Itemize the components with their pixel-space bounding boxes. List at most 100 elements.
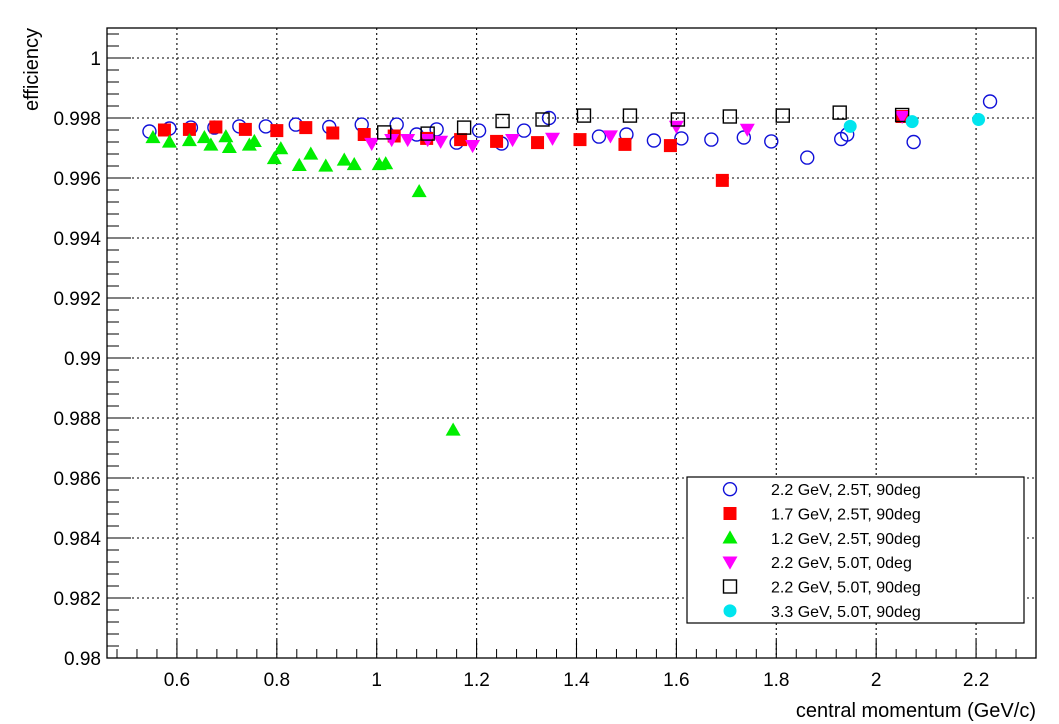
legend-label: 2.2 GeV, 5.0T, 90deg [771, 580, 921, 597]
y-tick-label: 0.996 [53, 169, 101, 190]
data-point [674, 131, 689, 146]
y-tick-label: 0.992 [53, 289, 101, 310]
data-point [303, 146, 319, 160]
data-point [704, 132, 719, 147]
data-point [739, 123, 755, 137]
x-tick-label: 1.6 [663, 670, 689, 691]
data-point [465, 139, 481, 154]
data-point [668, 120, 684, 134]
data-point [516, 123, 532, 138]
y-tick-label: 0.994 [53, 229, 101, 250]
data-point [384, 133, 400, 148]
x-tick-label: 0.8 [264, 670, 290, 691]
data-point [505, 133, 521, 148]
y-tick-label: 0.98 [64, 649, 101, 670]
data-point [663, 139, 677, 153]
data-point [378, 156, 394, 170]
x-tick-label: 2.2 [963, 670, 989, 691]
series-5 [377, 105, 910, 141]
data-point [181, 133, 197, 147]
legend: 2.2 GeV, 2.5T, 90deg 1.7 GeV, 2.5T, 90deg… [686, 476, 1025, 624]
x-tick-labels: 0.6 0.8 1 1.2 1.4 1.6 1.8 2 2.2 [164, 670, 990, 691]
data-point [602, 130, 618, 144]
data-point [972, 113, 986, 126]
data-point [377, 125, 392, 140]
data-point [471, 123, 487, 138]
data-point [291, 157, 307, 172]
x-tick-label: 2 [871, 670, 882, 691]
legend-marker [723, 507, 737, 520]
data-point [490, 134, 504, 148]
y-axis-title: efficiency [21, 28, 43, 111]
data-point [591, 129, 607, 144]
legend-marker [722, 556, 738, 570]
data-point [722, 109, 738, 124]
data-point [400, 133, 416, 148]
y-tick-label: 0.99 [64, 349, 101, 370]
data-point [775, 108, 790, 123]
data-point [454, 133, 468, 147]
legend-entry: 2.2 GeV, 5.0T, 90deg [722, 579, 921, 597]
legend-label: 3.3 GeV, 5.0T, 90deg [771, 604, 921, 621]
data-point [905, 115, 919, 129]
y-tick-label: 0.986 [53, 469, 101, 490]
data-point [646, 133, 662, 148]
data-point [218, 129, 234, 143]
plot-frame [106, 27, 1037, 659]
data-point [670, 112, 686, 127]
data-point [622, 108, 638, 123]
data-point [157, 123, 171, 137]
legend-label: 1.2 GeV, 2.5T, 90deg [771, 531, 921, 548]
data-point [364, 137, 380, 151]
data-point [326, 126, 340, 140]
legend-entry: 1.2 GeV, 2.5T, 90deg [722, 530, 921, 548]
data-point [196, 130, 212, 144]
data-point [318, 158, 334, 172]
legend-label: 2.2 GeV, 5.0T, 0deg [771, 555, 912, 572]
data-point [346, 157, 362, 171]
data-point [800, 150, 815, 165]
series-6 [843, 113, 986, 133]
legend-marker [722, 530, 738, 544]
legend-marker [722, 579, 738, 594]
y-tick-label: 0.982 [53, 589, 101, 610]
legend-box [686, 476, 1025, 624]
data-point [531, 136, 545, 150]
x-tick-label: 1.2 [463, 670, 489, 691]
legend-entry: 3.3 GeV, 5.0T, 90deg [723, 604, 921, 621]
legend-marker [723, 604, 737, 618]
data-point [445, 422, 461, 436]
data-point [535, 112, 550, 127]
legend-marker [722, 481, 738, 497]
y-tick-label: 0.998 [53, 109, 101, 130]
data-point [411, 184, 427, 198]
data-point [843, 119, 857, 133]
data-point [209, 120, 223, 134]
data-point [420, 126, 435, 141]
data-point [145, 130, 161, 144]
data-point [182, 122, 196, 136]
y-tick-label: 1 [90, 49, 101, 70]
data-point [618, 137, 632, 151]
legend-entry: 2.2 GeV, 2.5T, 90deg [722, 481, 921, 499]
data-point [894, 107, 910, 123]
data-point [266, 151, 282, 165]
series-3 [145, 129, 461, 436]
x-axis-title: central momentum (GeV/c) [796, 700, 1036, 722]
x-tick-label: 1.8 [763, 670, 789, 691]
data-point [576, 108, 592, 123]
y-tick-label: 0.988 [53, 409, 101, 430]
data-point [495, 113, 510, 129]
data-point [357, 128, 371, 141]
data-point [203, 137, 219, 151]
legend-label: 2.2 GeV, 2.5T, 90deg [771, 482, 921, 499]
data-point [221, 139, 237, 154]
data-point [246, 133, 262, 148]
data-points [142, 94, 998, 436]
legend-entry: 1.7 GeV, 2.5T, 90deg [723, 507, 921, 524]
x-tick-label: 1 [371, 670, 382, 691]
x-tick-label: 1.4 [563, 670, 590, 691]
data-point [270, 124, 284, 138]
data-point [573, 133, 587, 147]
